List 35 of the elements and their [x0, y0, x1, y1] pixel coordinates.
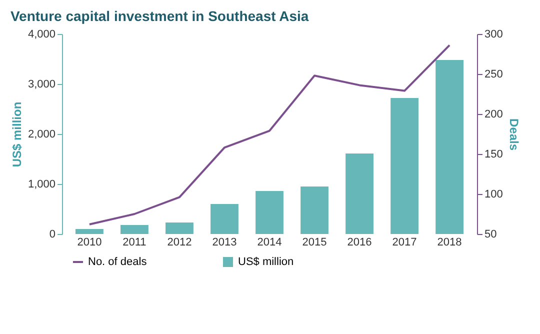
chart-title: Venture capital investment in Southeast Asia: [10, 8, 309, 24]
y-tick-label: 1,000: [28, 178, 56, 190]
y2-tick-label: 200: [484, 108, 503, 120]
y-tick-label: 4,000: [28, 28, 56, 40]
legend-label: No. of deals: [88, 256, 148, 268]
x-tick-label: 2012: [167, 236, 192, 248]
bar: [120, 225, 148, 234]
x-tick-label: 2018: [437, 236, 462, 248]
bar: [166, 222, 194, 234]
x-tick-label: 2011: [122, 236, 146, 248]
bar: [390, 98, 418, 234]
legend-label: US$ million: [238, 256, 294, 268]
x-tick-label: 2014: [257, 236, 282, 248]
y2-tick-label: 150: [484, 148, 503, 160]
y2-tick-label: 50: [484, 228, 497, 240]
x-tick-label: 2016: [347, 236, 372, 248]
y2-tick-label: 250: [484, 68, 503, 80]
y2-axis-title: Deals: [506, 118, 521, 151]
y-tick-label: 0: [49, 228, 56, 240]
bar: [300, 186, 328, 234]
x-tick-label: 2015: [302, 236, 327, 248]
bar: [210, 204, 238, 234]
y-tick-label: 2,000: [28, 128, 56, 140]
x-tick-label: 2010: [77, 236, 102, 248]
x-tick-label: 2013: [212, 236, 237, 248]
bar: [346, 154, 374, 234]
bar: [76, 229, 104, 234]
bar: [256, 191, 284, 234]
y2-tick-label: 300: [484, 28, 503, 40]
bar: [436, 60, 464, 234]
y2-tick-label: 100: [484, 188, 503, 200]
y-tick-label: 3,000: [28, 78, 56, 90]
line-series: [88, 44, 451, 226]
x-tick-label: 2017: [392, 236, 417, 248]
y-axis-title: US$ million: [10, 102, 24, 168]
